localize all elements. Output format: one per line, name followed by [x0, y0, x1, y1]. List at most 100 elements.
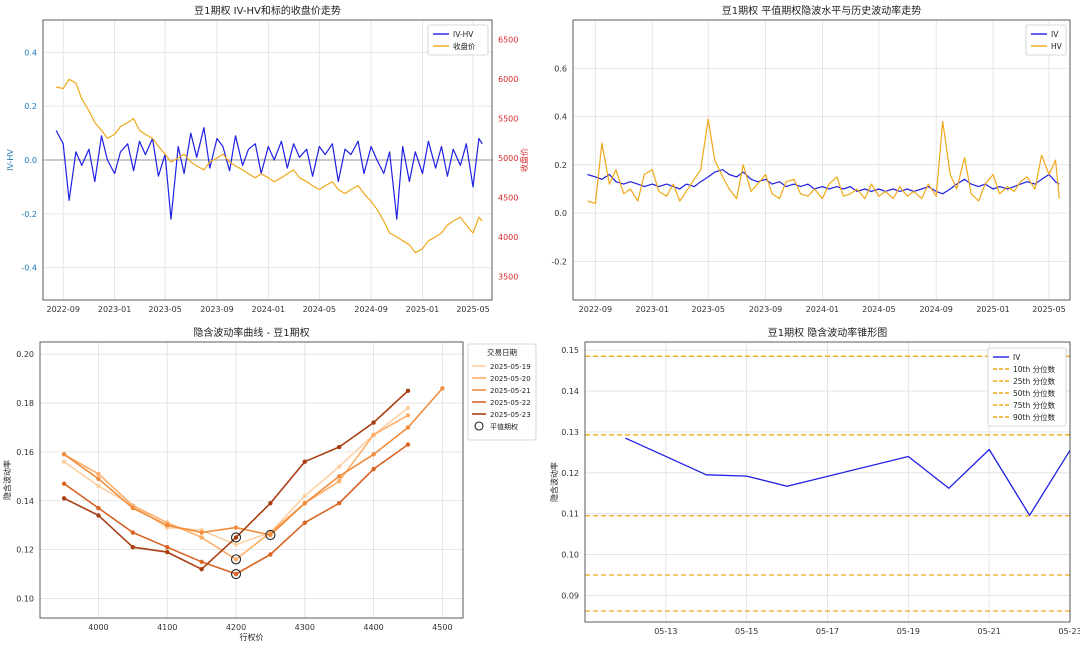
- x-tick-label: 4300: [295, 623, 315, 632]
- y-tick-label: 0.0: [24, 156, 37, 165]
- y-tick-label: -0.2: [21, 210, 37, 219]
- y2-tick-label: 4500: [498, 193, 518, 202]
- x-tick-label: 2024-01: [252, 305, 285, 314]
- legend-box: [987, 347, 1067, 427]
- data-point-2025-05-23: [405, 388, 411, 394]
- data-point-2025-05-21: [302, 501, 308, 506]
- chart-title: 隐含波动率曲线 - 豆1期权: [193, 326, 309, 339]
- data-point-2025-05-21: [130, 505, 136, 511]
- legend-box: [427, 24, 489, 56]
- x-tick-label: 2024-01: [806, 305, 839, 314]
- data-point-2025-05-21: [199, 530, 204, 535]
- atm-marker: [230, 554, 242, 565]
- data-point-2025-05-21: [233, 525, 239, 530]
- data-point-2025-05-23: [336, 444, 342, 450]
- y-tick-label: 0.2: [24, 102, 37, 111]
- legend-label: 90th 分位数: [1013, 412, 1056, 422]
- x-tick-label: 2022-09: [46, 305, 79, 314]
- y2-tick-label: 6500: [498, 36, 518, 45]
- data-point-2025-05-22: [130, 530, 136, 535]
- data-point-2025-05-22: [165, 544, 170, 550]
- data-point-2025-05-22: [268, 552, 273, 557]
- x-tick-label: 2025-01: [976, 305, 1009, 314]
- chart-title: 豆1期权 IV-HV和标的收盘价走势: [194, 4, 341, 17]
- data-point-2025-05-23: [233, 535, 239, 540]
- chart-title: 豆1期权 平值期权隐波水平与历史波动率走势: [722, 4, 922, 17]
- y-tick-label: 0.11: [561, 510, 579, 519]
- y2-tick-label: 4000: [498, 233, 518, 242]
- series-line-2025-05-21: [63, 387, 444, 536]
- y-tick-label: 0.14: [16, 497, 34, 506]
- legend-label: IV-HV: [453, 30, 474, 39]
- legend-label: 50th 分位数: [1013, 388, 1056, 398]
- data-point-2025-05-20: [199, 535, 204, 540]
- data-point-2025-05-22: [61, 481, 67, 486]
- legend-label: 平值期权: [490, 422, 518, 431]
- y-axis-label: 隐含波动率: [2, 460, 12, 500]
- x-tick-label: 4500: [432, 623, 452, 632]
- x-tick-label: 2024-05: [303, 305, 336, 314]
- x-tick-label: 2025-01: [406, 305, 439, 314]
- data-point-2025-05-19: [302, 493, 308, 499]
- data-point-2025-05-19: [61, 459, 67, 464]
- legend-atm-swatch: [474, 421, 484, 431]
- data-point-2025-05-20: [405, 413, 411, 418]
- data-point-2025-05-23: [371, 420, 376, 425]
- legend-box: [467, 343, 537, 441]
- y-tick-label: 0.12: [561, 469, 579, 478]
- plot-border: [39, 341, 464, 619]
- data-point-2025-05-20: [371, 432, 376, 438]
- y-tick-label: -0.2: [551, 257, 567, 266]
- legend-label: 收盘价: [453, 41, 476, 51]
- x-tick-label: 2023-09: [749, 305, 782, 314]
- x-tick-label: 05-19: [897, 627, 920, 636]
- plot-border: [42, 19, 493, 301]
- data-point-2025-05-21: [165, 522, 170, 528]
- chart-iv-hv-price: 豆1期权 IV-HV和标的收盘价走势 2022-09 2023-01 2023-05 2…: [6, 4, 529, 314]
- y-tick-label: 0.16: [16, 448, 34, 457]
- data-point-2025-05-23: [302, 459, 308, 464]
- chart-volatility-cone: 豆1期权 隐含波动率锥形图 05-13 05-15 05-17 05-19 05-21 05…: [549, 326, 1080, 636]
- data-point-2025-05-23: [96, 513, 101, 518]
- y2-tick-label: 3500: [498, 272, 518, 281]
- x-tick-label: 2024-09: [354, 305, 387, 314]
- chart-volatility-smile: 隐含波动率曲线 - 豆1期权 4000 4100 4200 4300 4400 4500 0.…: [2, 326, 537, 642]
- data-point-2025-05-23: [268, 501, 273, 506]
- data-point-2025-05-20: [336, 479, 342, 484]
- legend-label: 75th 分位数: [1013, 400, 1056, 410]
- data-point-2025-05-23: [130, 544, 136, 550]
- data-point-2025-05-21: [268, 532, 273, 538]
- x-tick-label: 05-15: [735, 627, 758, 636]
- y-tick-label: 0.0: [554, 209, 567, 218]
- y-tick-label: 0.2: [554, 161, 567, 170]
- y-tick-label: 0.20: [16, 350, 34, 359]
- plot-area: [40, 342, 463, 618]
- x-tick-label: 4400: [363, 623, 383, 632]
- data-point-2025-05-22: [405, 442, 411, 447]
- data-point-2025-05-21: [61, 452, 67, 457]
- data-point-2025-05-23: [199, 566, 204, 572]
- y2-tick-label: 5000: [498, 154, 518, 163]
- data-point-2025-05-22: [233, 571, 239, 577]
- x-tick-label: 05-23: [1058, 627, 1080, 636]
- y-tick-label: 0.18: [16, 399, 34, 408]
- y-tick-label: 0.4: [24, 48, 37, 57]
- x-tick-label: 2023-05: [148, 305, 181, 314]
- data-point-2025-05-21: [371, 452, 376, 457]
- data-point-2025-05-22: [336, 501, 342, 506]
- atm-marker: [230, 532, 242, 543]
- legend-label: IV: [1013, 353, 1021, 362]
- x-tick-label: 2024-05: [862, 305, 895, 314]
- y-tick-label: 0.09: [561, 591, 579, 600]
- data-point-2025-05-21: [405, 425, 411, 430]
- data-point-2025-05-22: [96, 505, 101, 511]
- y-tick-label: -0.4: [21, 264, 37, 273]
- data-point-2025-05-19: [336, 464, 342, 469]
- y-tick-label: 0.10: [561, 551, 579, 560]
- y2-tick-label: 6000: [498, 75, 518, 84]
- x-tick-label: 2022-09: [579, 305, 612, 314]
- x-tick-label: 05-21: [978, 627, 1001, 636]
- legend-label: IV: [1051, 30, 1059, 39]
- plot-border: [572, 19, 1071, 301]
- x-tick-label: 05-17: [816, 627, 839, 636]
